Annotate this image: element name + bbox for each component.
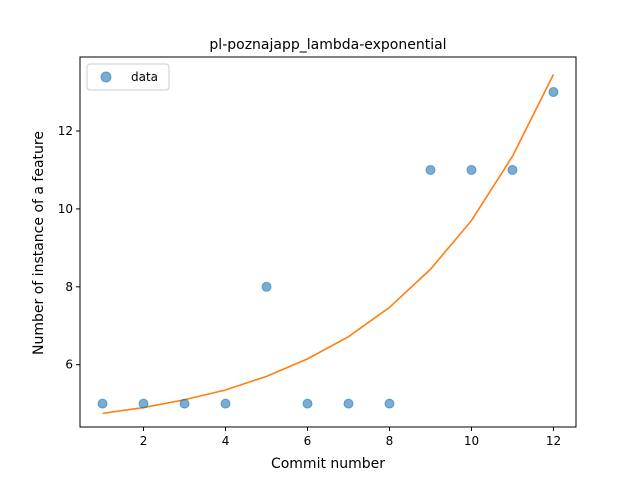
y-tick-label: 12	[58, 124, 73, 138]
legend: data	[86, 63, 170, 91]
data-point	[425, 164, 436, 175]
legend-marker	[100, 71, 112, 83]
y-tick-label: 10	[58, 202, 73, 216]
x-tick-label: 4	[222, 434, 230, 448]
y-axis-ticks: 6 8 10 12	[58, 124, 80, 372]
x-tick-label: 10	[464, 434, 479, 448]
y-tick-label: 8	[65, 280, 73, 294]
data-point	[384, 398, 395, 409]
chart-title: pl-poznajapp_lambda-exponential	[209, 37, 446, 53]
x-axis-label: Commit number	[271, 456, 385, 472]
data-point	[302, 398, 313, 409]
data-point	[138, 398, 149, 409]
data-point	[548, 87, 559, 98]
data-point	[261, 281, 272, 292]
x-tick-label: 8	[386, 434, 394, 448]
x-tick-label: 12	[546, 434, 561, 448]
data-point	[220, 398, 231, 409]
axes-frame	[79, 56, 577, 428]
plot-area	[97, 74, 559, 415]
legend-label-data: data	[131, 70, 158, 84]
x-axis-ticks: 2 4 6 8 10 12	[140, 427, 561, 448]
fit-line	[102, 74, 555, 415]
data-point	[179, 398, 190, 409]
x-tick-label: 6	[304, 434, 312, 448]
y-axis-label: Number of instance of a feature	[31, 131, 47, 355]
legend-box	[86, 63, 170, 91]
data-point	[507, 164, 518, 175]
data-point	[97, 398, 108, 409]
data-point	[466, 164, 477, 175]
data-point	[343, 398, 354, 409]
x-tick-label: 2	[140, 434, 148, 448]
y-tick-label: 6	[65, 358, 73, 372]
